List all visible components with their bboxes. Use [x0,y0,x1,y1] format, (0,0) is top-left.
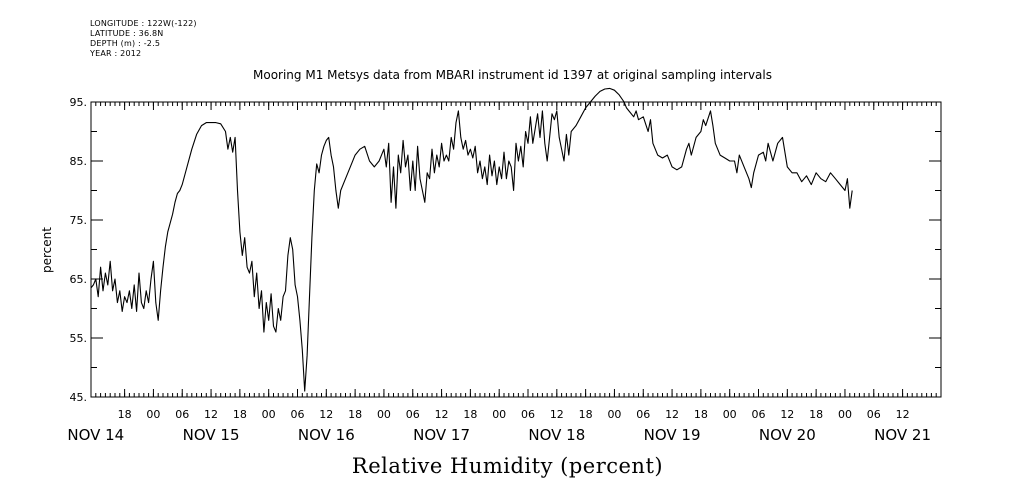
x-tick-label: 12 [896,408,910,421]
x-tick-label: 12 [204,408,218,421]
metadata-longitude: LONGITUDE : 122W(-122) [90,19,197,28]
metadata-latitude: LATITUDE : 36.8N [90,29,164,38]
x-tick-label: 00 [492,408,506,421]
x-day-label: NOV 18 [528,426,585,444]
metadata-depth: DEPTH (m) : -2.5 [90,39,161,48]
x-axis-label-wrap: Relative Humidity (percent) [0,454,1009,478]
x-day-label: NOV 21 [874,426,931,444]
y-tick-label: 75. [70,214,88,227]
x-tick-label: 18 [463,408,477,421]
x-day-label: NOV 16 [298,426,355,444]
x-tick-label: 06 [867,408,881,421]
x-day-label: NOV 15 [183,426,240,444]
x-tick-label: 00 [377,408,391,421]
x-tick-label: 00 [607,408,621,421]
x-tick-label: 18 [348,408,362,421]
chart-title-wrap: Mooring M1 Metsys data from MBARI instru… [0,68,1009,82]
x-day-label: NOV 19 [644,426,701,444]
y-tick-label: 55. [70,332,88,345]
x-tick-label: 12 [319,408,333,421]
humidity-series-line [90,87,853,392]
x-day-label: NOV 17 [413,426,470,444]
x-tick-label: 18 [809,408,823,421]
y-tick-label: 45. [70,391,88,404]
y-tick-label: 85. [70,155,88,168]
x-tick-label: 12 [435,408,449,421]
chart-title: Mooring M1 Metsys data from MBARI instru… [253,68,772,82]
x-tick-label: 12 [780,408,794,421]
metadata-block: LONGITUDE : 122W(-122) LATITUDE : 36.8N … [90,19,197,59]
x-tick-label: 06 [752,408,766,421]
x-tick-label: 18 [118,408,132,421]
x-tick-label: 06 [290,408,304,421]
x-tick-label: 12 [665,408,679,421]
x-day-label: NOV 14 [67,426,124,444]
x-tick-label: 06 [636,408,650,421]
x-tick-label: 18 [579,408,593,421]
x-tick-label: 00 [146,408,160,421]
metadata-year: YEAR : 2012 [90,49,142,58]
x-tick-label: 06 [406,408,420,421]
x-tick-label: 12 [550,408,564,421]
x-tick-label: 18 [233,408,247,421]
x-tick-label: 00 [838,408,852,421]
x-axis-label: Relative Humidity (percent) [351,454,664,478]
x-tick-label: 00 [723,408,737,421]
x-tick-label: 18 [694,408,708,421]
y-tick-label: 95. [70,96,88,109]
x-tick-label: 06 [175,408,189,421]
x-tick-label: 06 [521,408,535,421]
x-tick-label: 00 [262,408,276,421]
x-day-label: NOV 20 [759,426,816,444]
y-tick-label: 65. [70,273,88,286]
